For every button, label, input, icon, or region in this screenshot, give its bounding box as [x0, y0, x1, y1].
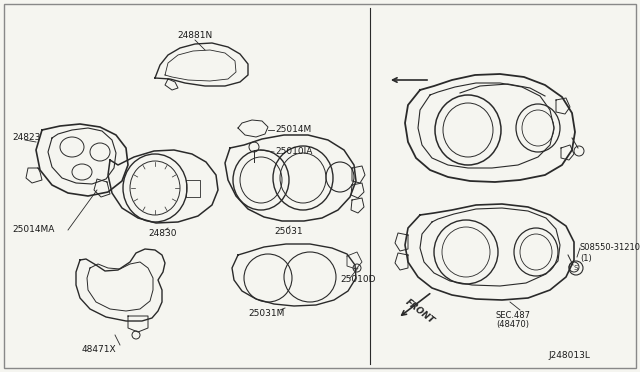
Text: FRONT: FRONT	[404, 298, 436, 326]
Text: 24881N: 24881N	[177, 31, 212, 39]
Text: J248013L: J248013L	[548, 350, 590, 359]
Text: (1): (1)	[580, 253, 592, 263]
FancyBboxPatch shape	[4, 4, 636, 368]
Text: 48471X: 48471X	[82, 346, 116, 355]
Text: (48470): (48470)	[496, 321, 529, 330]
Text: 25010D: 25010D	[340, 276, 376, 285]
Text: 25010IA: 25010IA	[275, 148, 312, 157]
Text: S08550-31210: S08550-31210	[580, 244, 640, 253]
Text: 24823: 24823	[12, 134, 40, 142]
Text: 24830: 24830	[148, 228, 177, 237]
Text: S: S	[574, 265, 578, 271]
Text: SEC.487: SEC.487	[496, 311, 531, 320]
Text: 25014MA: 25014MA	[12, 225, 54, 234]
Text: 25031M: 25031M	[248, 310, 284, 318]
Text: 25014M: 25014M	[275, 125, 311, 135]
Text: 25031: 25031	[274, 228, 303, 237]
